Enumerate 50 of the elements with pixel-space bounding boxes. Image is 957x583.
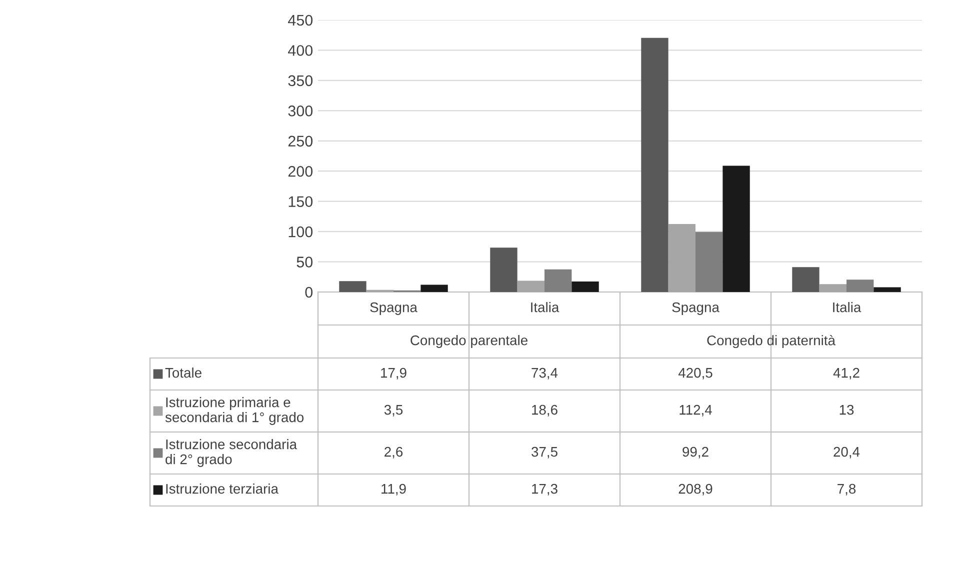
y-tick-label: 400 [288, 45, 313, 56]
bar [696, 232, 723, 292]
data-label: 420,5 [678, 368, 712, 380]
y-tick-label: 450 [288, 14, 313, 26]
bar [819, 284, 846, 292]
x-tick-label: Spagna [370, 302, 418, 315]
data-label: 41,2 [833, 368, 860, 380]
data-label: 2,6 [384, 446, 403, 458]
data-label: 208,9 [678, 484, 712, 496]
bar [641, 38, 668, 292]
x-tick-label: Italia [531, 302, 560, 312]
bar [544, 269, 572, 292]
data-label: 13 [840, 404, 854, 415]
data-label: 7,8 [838, 484, 856, 496]
bar [846, 280, 874, 292]
y-tick-label: 50 [296, 256, 313, 268]
y-tick-label: 300 [288, 106, 313, 116]
text: Congedo parentale [410, 335, 528, 348]
y-tick-label: 150 [288, 196, 313, 208]
data-label: 112,4 [680, 404, 712, 416]
bar [490, 248, 518, 292]
x-tick-label: Spagna [672, 302, 720, 315]
data-label: 37,5 [532, 446, 558, 458]
data-label: 73,4 [532, 368, 558, 380]
legend-label: Totale [165, 368, 202, 378]
bar [572, 282, 599, 292]
data-label: 99,2 [682, 446, 708, 458]
y-tick-label: 350 [288, 75, 313, 86]
data-label: 3,5 [384, 404, 403, 416]
legend-label: Istruzione primaria e secondaria di 1° grado [165, 397, 304, 425]
bar [420, 284, 448, 292]
legend-label: Istruzione terziaria [166, 484, 278, 494]
bar [339, 281, 366, 292]
data-label: 17,9 [381, 368, 406, 380]
data-label: 11,9 [382, 484, 406, 496]
y-tick-label: 200 [288, 166, 313, 177]
y-tick-label: 250 [288, 136, 313, 147]
x-tick-label: Italia [833, 302, 862, 312]
data-label: 20,4 [834, 446, 860, 458]
y-tick-label: 100 [288, 226, 313, 238]
bar [792, 267, 820, 292]
legend-label: Istruzione secondaria di 2° grado [166, 439, 298, 467]
text: Congedo di paternità [707, 334, 836, 348]
data-label: 17,3 [532, 484, 558, 496]
y-tick-label: 0 [305, 286, 313, 298]
bar [722, 166, 750, 292]
bar [668, 224, 696, 292]
bar [874, 287, 901, 292]
bar [517, 280, 544, 292]
data-label: 18,6 [532, 404, 558, 416]
